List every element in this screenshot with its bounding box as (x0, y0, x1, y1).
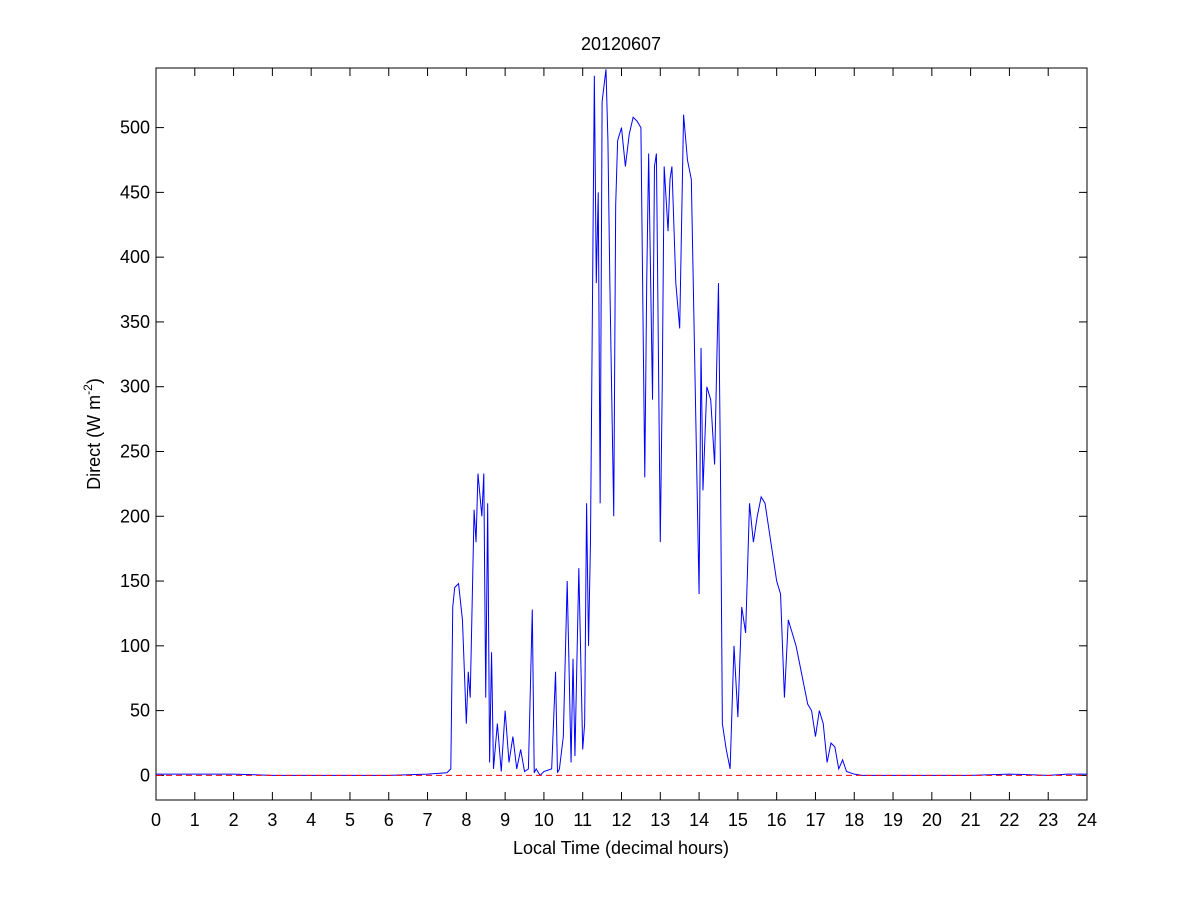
x-tick-label: 13 (650, 810, 670, 830)
y-tick-label: 50 (130, 701, 150, 721)
x-tick-label: 3 (267, 810, 277, 830)
y-tick-label: 400 (120, 247, 150, 267)
y-axis-label-text: Direct (W m (84, 395, 104, 490)
y-tick-label: 0 (140, 765, 150, 785)
x-tick-label: 16 (767, 810, 787, 830)
x-tick-label: 4 (306, 810, 316, 830)
y-tick-label: 100 (120, 636, 150, 656)
plot-frame (155, 67, 1088, 801)
x-tick-label: 21 (961, 810, 981, 830)
y-axis-label: Direct (W m-2) (81, 378, 104, 490)
x-tick-label: 9 (500, 810, 510, 830)
x-tick-label: 17 (805, 810, 825, 830)
x-axis-label: Local Time (decimal hours) (513, 838, 729, 858)
data-line (156, 69, 1087, 777)
y-tick-label: 200 (120, 506, 150, 526)
y-tick-label: 450 (120, 182, 150, 202)
x-tick-label: 18 (844, 810, 864, 830)
x-tick-label: 20 (922, 810, 942, 830)
x-tick-label: 8 (461, 810, 471, 830)
x-tick-label: 15 (728, 810, 748, 830)
y-tick-label: 250 (120, 441, 150, 461)
x-tick-label: 12 (611, 810, 631, 830)
y-tick-label: 350 (120, 312, 150, 332)
x-tick-label: 24 (1077, 810, 1097, 830)
x-tick-label: 1 (190, 810, 200, 830)
y-axis-label-suffix: ) (84, 378, 104, 384)
x-tick-label: 11 (573, 810, 592, 830)
y-axis-label-sup: -2 (81, 384, 95, 395)
x-tick-label: 23 (1038, 810, 1058, 830)
x-tick-label: 7 (423, 810, 433, 830)
y-tick-label: 300 (120, 377, 150, 397)
x-tick-label: 19 (883, 810, 903, 830)
x-tick-label: 22 (999, 810, 1019, 830)
x-tick-label: 6 (384, 810, 394, 830)
x-tick-label: 5 (345, 810, 355, 830)
x-tick-label: 0 (151, 810, 161, 830)
chart-title: 20120607 (581, 34, 661, 54)
x-tick-label: 10 (534, 810, 554, 830)
x-tick-label: 2 (229, 810, 239, 830)
y-tick-label: 150 (120, 571, 150, 591)
x-tick-label: 14 (689, 810, 709, 830)
y-tick-label: 500 (120, 118, 150, 138)
